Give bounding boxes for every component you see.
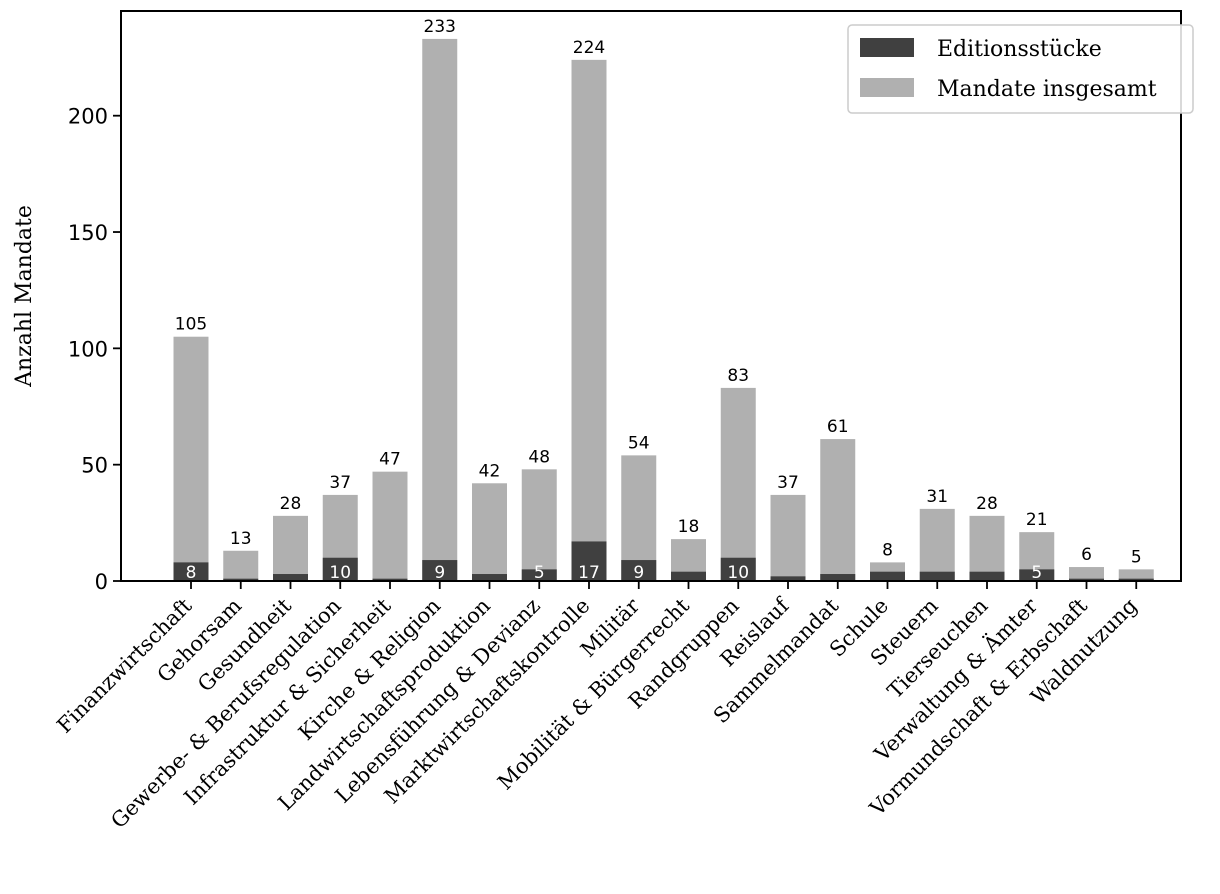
bar-edition-label: 5 <box>534 563 545 583</box>
bar-edition <box>671 571 706 581</box>
bar-total <box>422 38 458 582</box>
legend-box <box>847 24 1194 114</box>
bar-total-label: 233 <box>424 17 456 37</box>
bar-total-label: 5 <box>1131 547 1142 567</box>
bar-edition <box>372 578 408 581</box>
y-tick-label: 100 <box>68 337 108 361</box>
bar-edition <box>870 571 905 581</box>
bar-total <box>1118 569 1154 581</box>
bar-edition-label: 9 <box>633 563 644 583</box>
bar-edition <box>223 578 259 581</box>
y-tick-label: 150 <box>68 221 108 245</box>
bar-total-label: 48 <box>528 447 550 467</box>
bar-total-label: 8 <box>882 540 893 560</box>
y-axis-title: Anzahl Mandate <box>12 205 37 388</box>
bar-edition <box>472 574 507 581</box>
edition-value-labels: 8 10 9 5 17 9 10 5 <box>186 563 1043 583</box>
bar-edition <box>1069 578 1104 581</box>
bar-total-label: 37 <box>777 473 799 493</box>
bar-edition <box>820 574 856 581</box>
bar-total <box>820 439 856 581</box>
bar-total-label: 37 <box>329 473 351 493</box>
bar-total-label: 31 <box>926 487 948 507</box>
plot-frame <box>120 10 1182 582</box>
bar-edition <box>1118 578 1154 581</box>
bar-edition-label: 10 <box>727 563 749 583</box>
bar-total-label: 105 <box>175 315 207 335</box>
legend-swatch-edition <box>860 38 914 57</box>
bar-total-label: 28 <box>976 494 998 514</box>
bar-total <box>770 494 806 581</box>
y-tick-label: 200 <box>68 105 108 129</box>
x-axis: FinanzwirtschaftGehorsamGesundheitGewerb… <box>52 581 1142 833</box>
bar-total-label: 6 <box>1081 545 1092 565</box>
bar-total <box>173 336 209 581</box>
bar-total-label: 83 <box>727 366 749 386</box>
bar-edition-label: 17 <box>578 563 600 583</box>
bar-total <box>372 471 408 581</box>
bar-total <box>571 59 607 582</box>
bar-total <box>720 387 756 581</box>
bar-total <box>521 469 557 581</box>
bar-total <box>472 483 507 581</box>
bar-total <box>969 515 1005 581</box>
bar-total <box>223 550 259 581</box>
bar-edition <box>571 541 607 581</box>
bar-total-label: 28 <box>280 494 302 514</box>
legend-swatch-total <box>860 78 914 97</box>
bar-total-label: 42 <box>479 461 501 481</box>
bar-total-label: 47 <box>379 450 401 470</box>
edition-bars <box>173 541 1154 581</box>
bar-edition <box>521 569 557 581</box>
legend-label-total: Mandate insgesamt <box>937 77 1157 102</box>
bar-edition <box>919 571 955 581</box>
bar-total-label: 61 <box>827 417 849 437</box>
bar-edition <box>1019 569 1055 581</box>
legend: Editionsstücke Mandate insgesamt <box>847 24 1194 114</box>
y-tick-label: 50 <box>81 454 108 478</box>
bar-total <box>1069 567 1104 581</box>
bar-total-label: 13 <box>230 529 252 549</box>
bar-edition <box>969 571 1005 581</box>
total-bars <box>173 38 1154 582</box>
bar-edition <box>422 560 458 581</box>
bar-edition <box>720 557 756 581</box>
total-value-labels: 105 13 28 37 47 233 42 48 224 54 18 83 37 61 8 31 28 21 6 5 <box>175 17 1142 567</box>
y-axis: 0 50 100 150 200 <box>68 105 121 594</box>
bar-edition-label: 5 <box>1031 563 1042 583</box>
bar-edition <box>770 576 806 581</box>
bar-edition-label: 8 <box>186 563 197 583</box>
bar-edition <box>273 574 308 581</box>
bar-edition <box>173 562 209 581</box>
bar-edition-label: 9 <box>434 563 445 583</box>
bar-total-label: 18 <box>678 517 700 537</box>
bar-edition-label: 10 <box>329 563 351 583</box>
bar-total-label: 224 <box>573 38 605 58</box>
bar-total-label: 54 <box>628 433 650 453</box>
bar-edition <box>621 560 657 581</box>
bar-total <box>273 515 308 581</box>
bar-total-label: 21 <box>1026 510 1048 530</box>
bar-edition <box>322 557 358 581</box>
bar-total <box>919 508 955 581</box>
y-tick-label: 0 <box>95 570 108 594</box>
legend-label-edition: Editionsstücke <box>937 37 1102 62</box>
